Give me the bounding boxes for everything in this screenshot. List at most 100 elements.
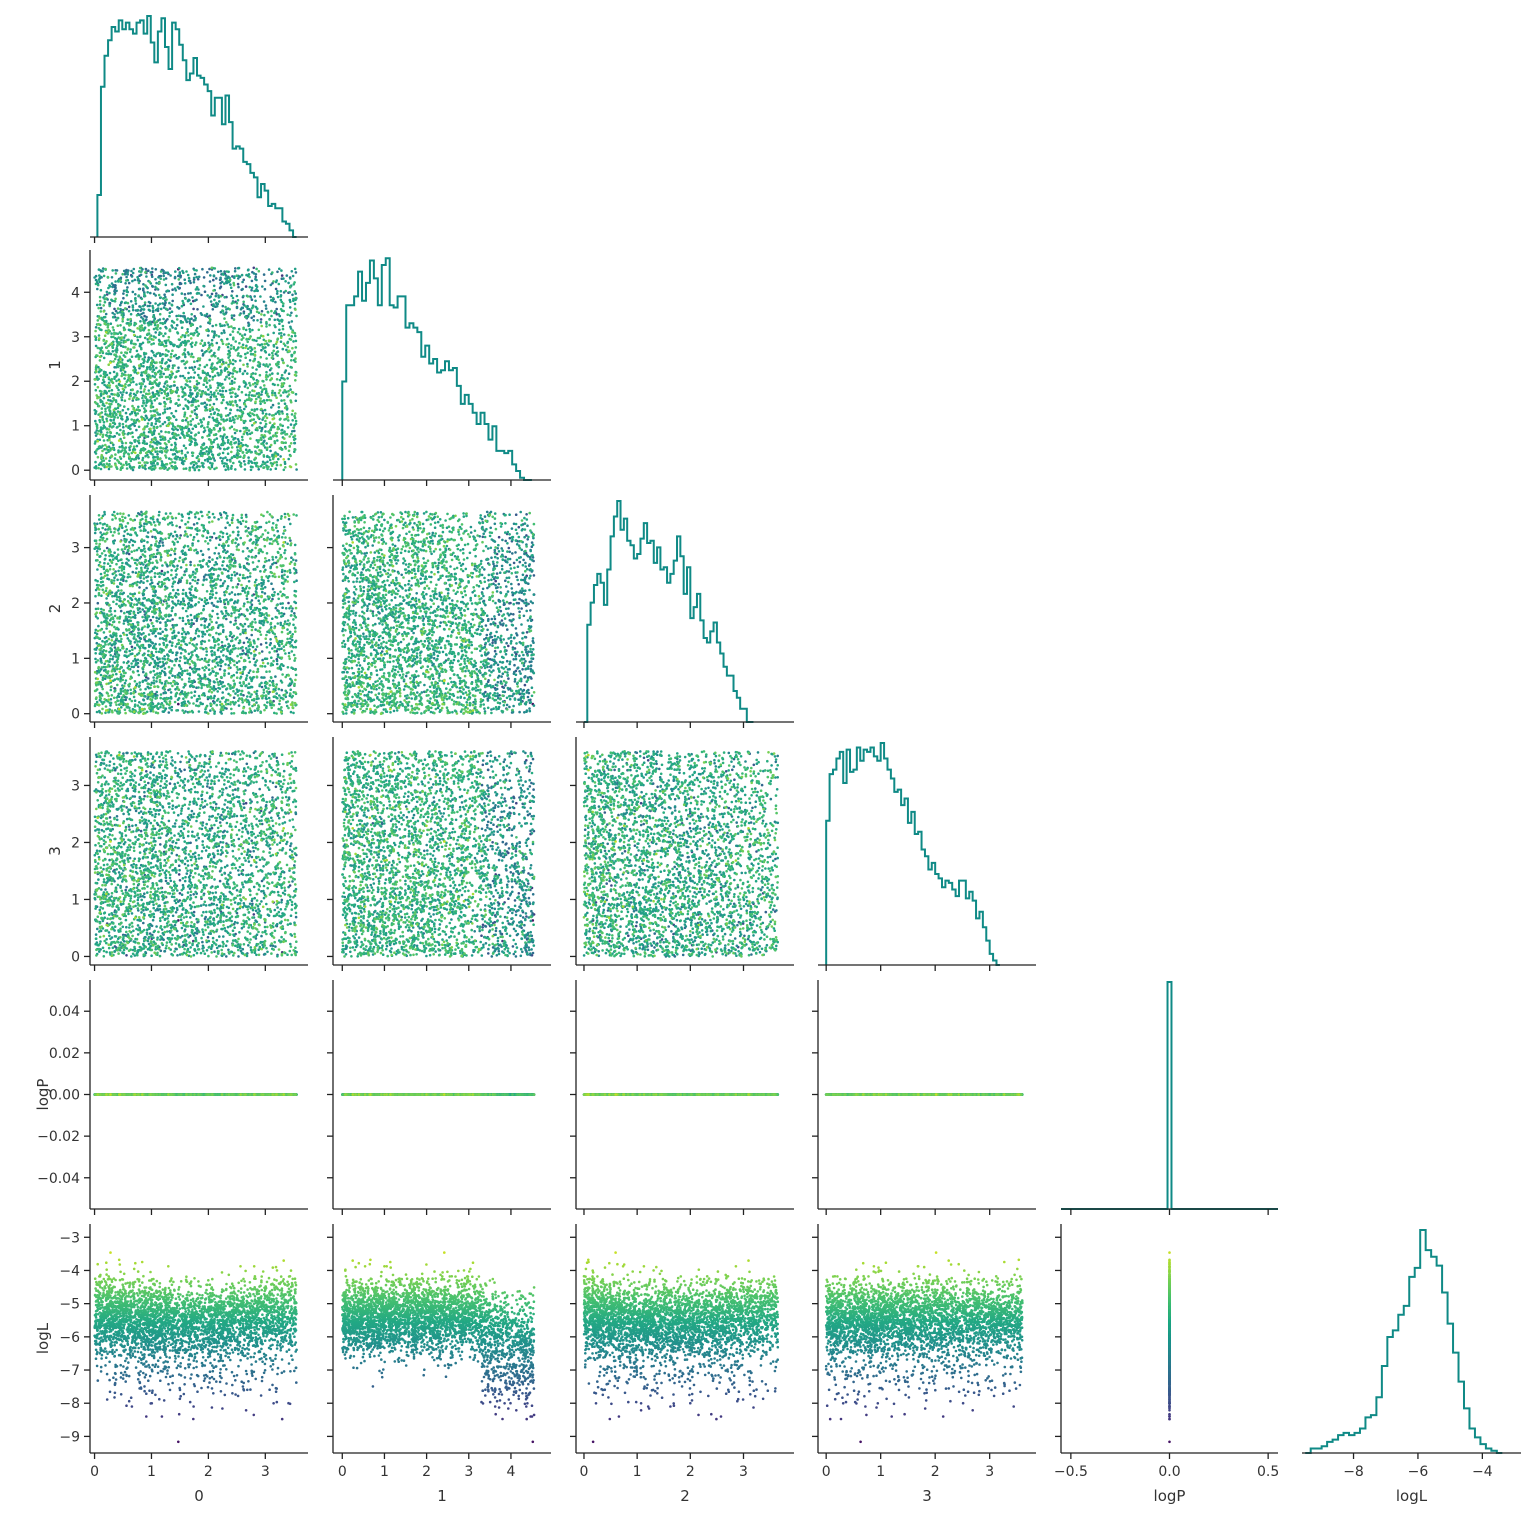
point <box>216 382 219 385</box>
point <box>175 458 178 461</box>
point <box>145 316 148 319</box>
point <box>130 313 133 316</box>
point <box>164 421 167 424</box>
point <box>222 273 225 276</box>
point <box>219 277 222 280</box>
point <box>236 295 239 298</box>
point <box>177 399 180 402</box>
point <box>147 305 150 308</box>
point <box>203 276 206 279</box>
point <box>107 353 110 356</box>
point <box>291 320 294 323</box>
point <box>234 468 237 471</box>
point <box>213 274 216 277</box>
point <box>182 407 185 410</box>
point <box>184 356 187 359</box>
point <box>105 418 108 421</box>
point <box>94 383 97 386</box>
point <box>177 366 180 369</box>
point <box>255 279 258 282</box>
point <box>145 318 148 321</box>
point <box>169 312 172 315</box>
point <box>265 442 268 445</box>
point <box>142 318 145 321</box>
point <box>278 319 281 322</box>
point <box>162 318 165 321</box>
point <box>268 413 271 416</box>
point <box>210 391 213 394</box>
point <box>295 271 298 274</box>
point <box>280 269 283 272</box>
point <box>287 282 290 285</box>
point <box>105 313 108 316</box>
point <box>128 306 131 309</box>
point <box>142 342 145 345</box>
point <box>98 371 101 374</box>
point <box>282 277 285 280</box>
point <box>163 293 166 296</box>
point <box>171 288 174 291</box>
point <box>142 287 145 290</box>
point <box>157 276 160 279</box>
point <box>209 280 212 283</box>
point <box>294 303 297 306</box>
point <box>259 295 262 298</box>
point <box>194 299 197 302</box>
point <box>193 269 196 272</box>
point <box>281 274 284 277</box>
point <box>95 410 98 413</box>
point <box>268 456 271 459</box>
point <box>221 390 224 393</box>
point <box>128 329 131 332</box>
point <box>132 423 135 426</box>
point <box>209 274 212 277</box>
point <box>242 344 245 347</box>
point <box>150 271 153 274</box>
point <box>280 332 283 335</box>
point <box>180 282 183 285</box>
point <box>156 453 159 456</box>
point <box>167 359 170 362</box>
point <box>227 447 230 450</box>
point <box>190 376 193 379</box>
point <box>99 281 102 284</box>
point <box>197 278 200 281</box>
point <box>247 269 250 272</box>
point <box>208 268 211 271</box>
point <box>287 426 290 429</box>
point <box>184 340 187 343</box>
point <box>213 299 216 302</box>
point <box>133 331 136 334</box>
point <box>154 331 157 334</box>
point <box>174 276 177 279</box>
point <box>183 278 186 281</box>
point <box>215 277 218 280</box>
point <box>236 409 239 412</box>
point <box>276 292 279 295</box>
point <box>252 319 255 322</box>
point <box>106 291 109 294</box>
point <box>171 310 174 313</box>
point <box>126 289 129 292</box>
point <box>253 295 256 298</box>
point <box>248 323 251 326</box>
point <box>223 324 226 327</box>
point <box>255 368 258 371</box>
point <box>270 406 273 409</box>
point <box>205 450 208 453</box>
point <box>108 292 111 295</box>
point <box>100 468 103 471</box>
point <box>244 333 247 336</box>
point <box>147 269 150 272</box>
point <box>154 302 157 305</box>
point <box>225 436 228 439</box>
point <box>142 305 145 308</box>
point <box>211 453 214 456</box>
point <box>215 295 218 298</box>
point <box>193 277 196 280</box>
point <box>135 383 138 386</box>
point <box>254 385 257 388</box>
point <box>124 282 127 285</box>
point <box>251 329 254 332</box>
point <box>216 305 219 308</box>
